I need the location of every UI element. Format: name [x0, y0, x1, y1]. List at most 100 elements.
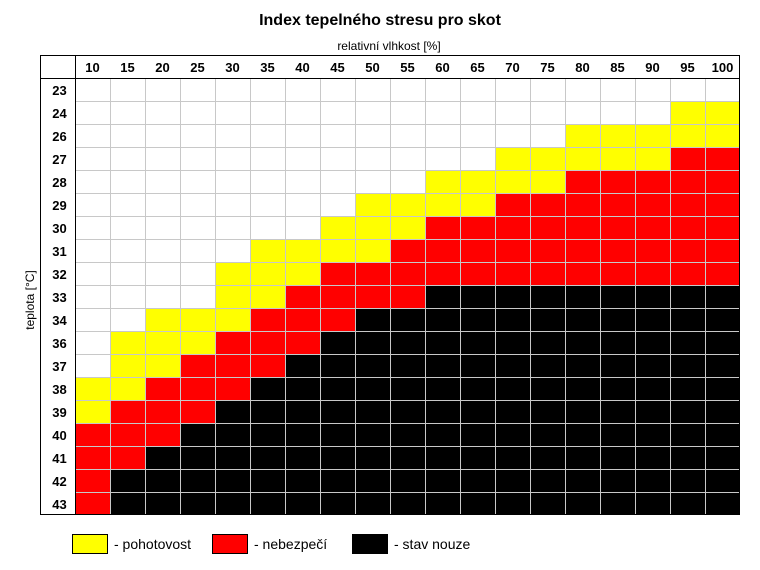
x-axis-label: relativní vlhkost [%] — [337, 39, 441, 53]
legend-label-nebezpeci: - nebezpečí — [254, 536, 328, 552]
heatmap-cell — [75, 400, 110, 423]
heatmap-cell — [110, 492, 145, 515]
x-tick-label: 70 — [505, 60, 519, 75]
heatmap-cell — [495, 101, 530, 124]
x-tick-label: 80 — [575, 60, 589, 75]
y-tick-label: 27 — [52, 152, 66, 167]
heatmap-cell — [565, 101, 600, 124]
legend-label-pohotovost: - pohotovost — [114, 536, 192, 552]
heatmap-cell — [320, 308, 355, 331]
heatmap-cell — [320, 400, 355, 423]
heatmap-cell — [460, 193, 495, 216]
heatmap-cell — [320, 377, 355, 400]
heatmap-cell — [565, 262, 600, 285]
heatmap-cell — [390, 170, 425, 193]
x-tick-label: 100 — [712, 60, 734, 75]
heatmap-cell — [180, 285, 215, 308]
y-tick-label: 38 — [52, 382, 66, 397]
heatmap-cell — [565, 354, 600, 377]
heatmap-cell — [705, 239, 740, 262]
heatmap-cell — [670, 124, 705, 147]
heatmap-cell — [530, 423, 565, 446]
heatmap-cell — [565, 308, 600, 331]
heatmap-cell — [530, 377, 565, 400]
heatmap-cell — [705, 492, 740, 515]
heatmap-cell — [390, 331, 425, 354]
heatmap-cell — [250, 101, 285, 124]
heatmap-cell — [285, 124, 320, 147]
heatmap-cell — [565, 147, 600, 170]
heatmap-cell — [390, 377, 425, 400]
heatmap-cell — [600, 239, 635, 262]
heatmap-cell — [180, 308, 215, 331]
y-tick-label: 31 — [52, 244, 66, 259]
heatmap-cell — [390, 262, 425, 285]
heatmap-cell — [215, 239, 250, 262]
heatmap-cell — [425, 400, 460, 423]
heatmap-cell — [145, 469, 180, 492]
heatmap-cell — [460, 354, 495, 377]
x-tick-label: 90 — [645, 60, 659, 75]
heatmap-cell — [600, 170, 635, 193]
heatmap-cell — [355, 239, 390, 262]
heatmap-cell — [110, 170, 145, 193]
heatmap-cell — [705, 285, 740, 308]
heatmap-cell — [110, 446, 145, 469]
heatmap-cell — [460, 308, 495, 331]
heatmap-cell — [460, 239, 495, 262]
heatmap-cell — [600, 423, 635, 446]
heatmap-cell — [145, 492, 180, 515]
heatmap-cell — [215, 147, 250, 170]
heatmap-cell — [250, 285, 285, 308]
heatmap-cell — [110, 193, 145, 216]
heatmap-cell — [670, 78, 705, 101]
heatmap-cell — [390, 469, 425, 492]
heatmap-cell — [670, 469, 705, 492]
heatmap-cell — [705, 147, 740, 170]
heatmap-cell — [355, 331, 390, 354]
heatmap-cell — [670, 354, 705, 377]
heatmap-cell — [320, 285, 355, 308]
heatmap-cell — [635, 170, 670, 193]
heatmap-cell — [215, 170, 250, 193]
heatmap-cell — [635, 285, 670, 308]
heatmap-cell — [705, 354, 740, 377]
heatmap-cell — [635, 492, 670, 515]
heatmap-cell — [530, 147, 565, 170]
heatmap-cell — [425, 239, 460, 262]
heatmap-cell — [250, 170, 285, 193]
heatmap-cell — [215, 216, 250, 239]
heatmap-cell — [425, 446, 460, 469]
heatmap-cell — [705, 400, 740, 423]
heatmap-cell — [460, 423, 495, 446]
heatmap-cell — [145, 400, 180, 423]
heatmap-cell — [565, 170, 600, 193]
heatmap-cell — [530, 262, 565, 285]
heatmap-cell — [355, 216, 390, 239]
heatmap-cell — [110, 101, 145, 124]
heatmap-cell — [460, 78, 495, 101]
heatmap-cell — [320, 216, 355, 239]
y-tick-label: 42 — [52, 474, 66, 489]
heatmap-cell — [110, 262, 145, 285]
heatmap-cell — [530, 354, 565, 377]
legend-label-stav-nouze: - stav nouze — [394, 536, 471, 552]
heatmap-cell — [460, 147, 495, 170]
heatmap-cell — [285, 216, 320, 239]
heatmap-cell — [635, 78, 670, 101]
heatmap-cell — [75, 492, 110, 515]
heatmap-cell — [390, 78, 425, 101]
heatmap-cell — [180, 147, 215, 170]
heatmap-cell — [705, 170, 740, 193]
heatmap-cell — [565, 377, 600, 400]
heatmap-cell — [320, 170, 355, 193]
heatmap-cell — [425, 216, 460, 239]
heatmap-cell — [530, 101, 565, 124]
x-tick-label: 10 — [85, 60, 99, 75]
heatmap-cell — [530, 124, 565, 147]
heatmap-cell — [495, 170, 530, 193]
heatmap-cell — [670, 492, 705, 515]
heatmap-cell — [460, 377, 495, 400]
heatmap-cell — [75, 377, 110, 400]
heatmap-cell — [530, 216, 565, 239]
